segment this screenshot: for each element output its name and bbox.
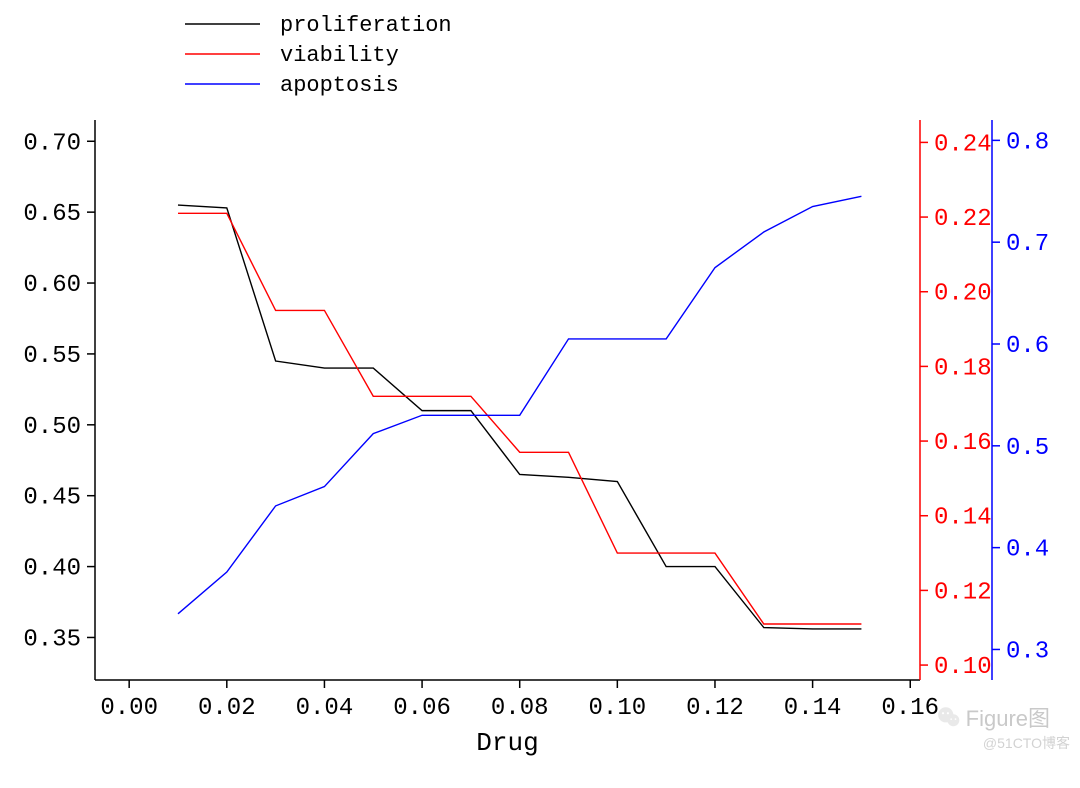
svg-text:0.18: 0.18 — [934, 355, 992, 382]
watermark-cto: @51CTO博客 — [983, 733, 1070, 753]
svg-text:0.10: 0.10 — [934, 654, 992, 681]
svg-text:0.08: 0.08 — [491, 695, 549, 722]
svg-text:0.12: 0.12 — [686, 695, 744, 722]
series-apoptosis — [178, 196, 861, 613]
svg-text:0.5: 0.5 — [1006, 435, 1049, 462]
svg-text:0.24: 0.24 — [934, 131, 992, 158]
svg-text:0.02: 0.02 — [198, 695, 256, 722]
svg-text:0.16: 0.16 — [881, 695, 939, 722]
svg-text:0.4: 0.4 — [1006, 537, 1049, 564]
svg-text:0.55: 0.55 — [23, 343, 81, 370]
watermark-figure: Figure图 — [936, 701, 1050, 733]
wechat-icon — [936, 704, 962, 730]
svg-text:0.45: 0.45 — [23, 485, 81, 512]
svg-text:0.04: 0.04 — [296, 695, 354, 722]
svg-text:0.7: 0.7 — [1006, 231, 1049, 258]
svg-text:0.14: 0.14 — [784, 695, 842, 722]
series-proliferation — [178, 205, 861, 629]
svg-text:0.12: 0.12 — [934, 579, 992, 606]
svg-text:proliferation: proliferation — [280, 13, 452, 38]
svg-text:0.14: 0.14 — [934, 505, 992, 532]
svg-text:0.60: 0.60 — [23, 272, 81, 299]
svg-text:0.70: 0.70 — [23, 130, 81, 157]
svg-text:0.00: 0.00 — [100, 695, 158, 722]
svg-text:0.65: 0.65 — [23, 201, 81, 228]
svg-text:viability: viability — [280, 43, 399, 68]
svg-text:0.40: 0.40 — [23, 556, 81, 583]
watermark-figure-text: Figure图 — [966, 701, 1050, 733]
svg-text:0.6: 0.6 — [1006, 333, 1049, 360]
svg-text:0.16: 0.16 — [934, 430, 992, 457]
svg-text:0.22: 0.22 — [934, 206, 992, 233]
svg-text:0.35: 0.35 — [23, 626, 81, 653]
svg-text:0.10: 0.10 — [589, 695, 647, 722]
svg-text:0.06: 0.06 — [393, 695, 451, 722]
svg-text:0.50: 0.50 — [23, 414, 81, 441]
multi-axis-line-chart: 0.00 0.02 0.04 0.06 0.08 0.10 0.12 0.14 0.16 Drug… — [0, 0, 1080, 788]
svg-text:0.20: 0.20 — [934, 281, 992, 308]
svg-text:0.8: 0.8 — [1006, 129, 1049, 156]
series-viability — [178, 213, 861, 624]
svg-text:0.3: 0.3 — [1006, 638, 1049, 665]
svg-text:apoptosis: apoptosis — [280, 73, 399, 98]
svg-text:Drug: Drug — [476, 728, 538, 758]
